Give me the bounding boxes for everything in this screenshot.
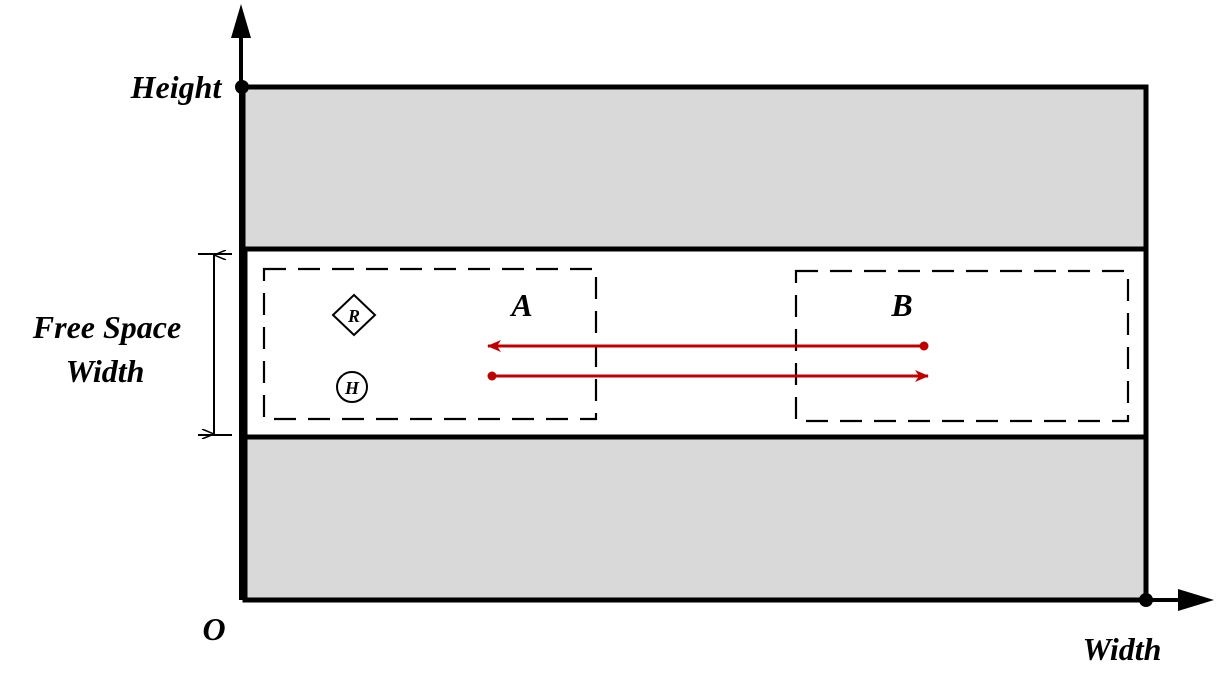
path-start-dot-a	[487, 371, 497, 381]
free-space-label-line2: Width	[66, 353, 145, 389]
human-label: H	[344, 378, 360, 398]
human-circle-icon	[336, 371, 368, 403]
region-a-label: A	[509, 287, 532, 323]
robot-diamond-icon	[331, 293, 377, 337]
bottom-obstacle-region	[242, 434, 1149, 603]
origin-label: O	[202, 611, 225, 647]
region-a-box	[262, 267, 598, 421]
free-space-label-line1: Free Space	[32, 309, 181, 345]
y-axis-arrowhead	[231, 4, 251, 38]
robot-label: R	[347, 306, 360, 326]
top-obstacle-region	[240, 84, 1149, 252]
x-axis-arrowhead	[1178, 589, 1214, 611]
free-space-corridor	[242, 246, 1149, 440]
width-marker-dot	[1139, 593, 1153, 607]
region-b-label: B	[890, 287, 912, 323]
path-start-dot-b	[919, 341, 929, 351]
width-axis-label: Width	[1083, 631, 1162, 667]
height-axis-label: Height	[130, 69, 223, 105]
height-marker-dot	[235, 80, 249, 94]
